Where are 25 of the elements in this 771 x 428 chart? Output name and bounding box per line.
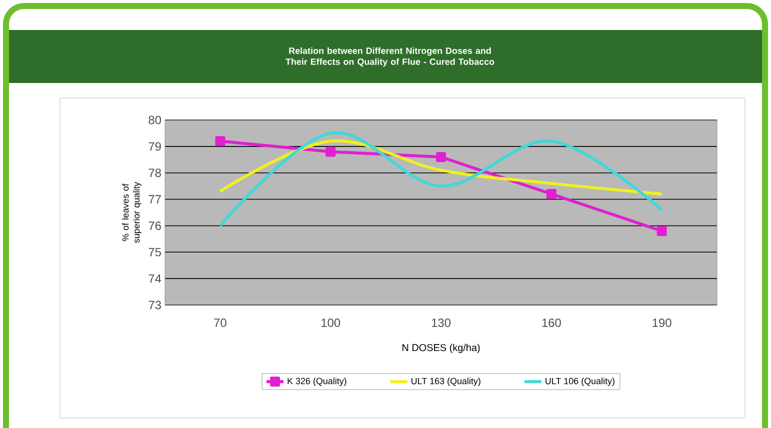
x-tick-label: 100	[322, 318, 340, 327]
point	[546, 189, 556, 199]
y-tick-label: 77	[148, 195, 161, 204]
y-tick-label: 80	[148, 116, 162, 124]
x-tick-label: 130	[432, 318, 451, 327]
x-tick-label: 190	[652, 318, 672, 327]
point	[326, 146, 336, 157]
x-axis-title: N DOSES (kg/ha)	[402, 344, 480, 354]
line-series	[218, 139, 664, 196]
y-tick-label: 79	[148, 142, 161, 151]
chart-title: Relation between Different Nitrogen Doses and Their Effects on Quality of Flue - Cured Tobacco	[286, 47, 494, 67]
y-tick-label: 73	[148, 300, 161, 310]
legend-label: ULT 106 (Quality)	[546, 378, 614, 386]
legend-label: ULT 163 (Quality)	[412, 378, 480, 386]
point	[215, 136, 226, 146]
y-tick-label: 74	[148, 274, 162, 283]
y-tick-label: 78	[148, 168, 161, 178]
y-tick-label: 75	[148, 248, 161, 256]
point	[436, 152, 446, 162]
x-tick-label: 160	[542, 318, 561, 327]
x-tick-label: 70	[214, 318, 226, 327]
y-tick-label: 76	[148, 221, 161, 230]
point	[656, 226, 667, 236]
y-axis-title: % of leaves of superior quality	[122, 182, 142, 243]
legend-label: K 326 (Quality)	[288, 378, 346, 386]
